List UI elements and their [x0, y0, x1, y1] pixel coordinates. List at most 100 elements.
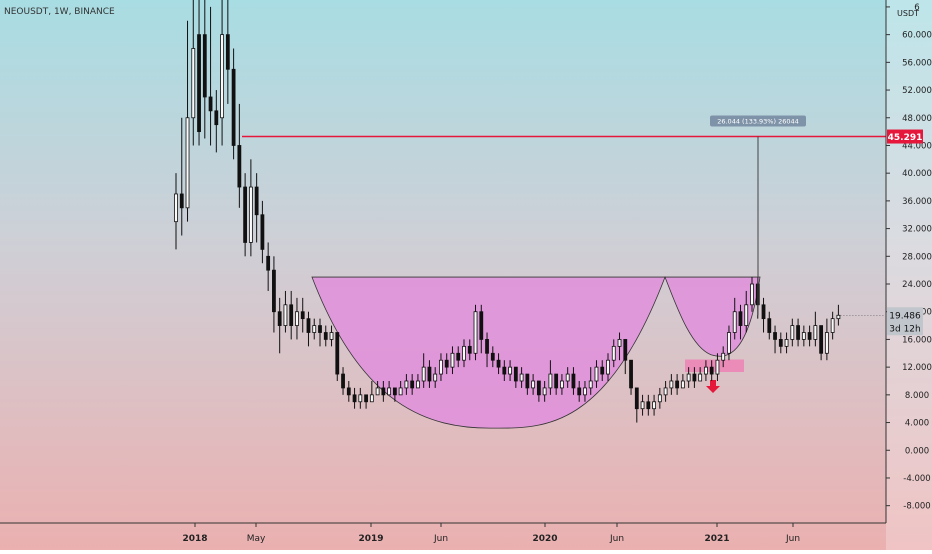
candle [531, 374, 536, 395]
candle [669, 374, 674, 395]
candle-body-bullish [784, 339, 789, 347]
candle-body-bullish [295, 311, 299, 326]
candle-body-bearish [485, 339, 489, 354]
candle [404, 374, 409, 395]
candle [272, 256, 276, 333]
candle-body-bullish [416, 380, 420, 389]
candle [617, 332, 622, 361]
candle [611, 339, 616, 368]
candle-body-bullish [698, 373, 703, 382]
candle [329, 325, 334, 347]
candle [485, 332, 489, 368]
candle-body-bullish [560, 380, 564, 389]
candle [738, 304, 743, 340]
candle-body-bearish [502, 366, 507, 375]
y-tick-label: 56.000 [902, 58, 932, 68]
x-tick-label: 2021 [704, 534, 729, 544]
y-tick-label: 52.000 [902, 86, 932, 96]
candle-body-bullish [565, 373, 570, 382]
candle-body-bullish [433, 373, 438, 382]
candle-body-bullish [421, 366, 426, 382]
x-axis[interactable]: 2018 May 2019 Jun 2020 Jun 2021 Jun [0, 522, 886, 544]
candle [208, 6, 213, 146]
candle-body-bullish [611, 345, 616, 361]
candle [387, 380, 392, 396]
candle-body-bearish [364, 394, 368, 403]
candle [214, 90, 219, 153]
candle-body-bullish [836, 314, 841, 320]
candle-body-bearish [807, 332, 812, 340]
candle [375, 380, 380, 396]
candle [289, 290, 294, 340]
candle [634, 387, 639, 423]
candle-body-bullish [358, 394, 363, 403]
candle [473, 304, 478, 361]
candle-body-bullish [721, 352, 726, 361]
y-axis-panel [886, 0, 932, 550]
candle-body-bullish [248, 186, 253, 243]
candle [295, 297, 299, 340]
candle-body-bearish [525, 373, 530, 389]
candle-body-bullish [652, 401, 656, 410]
candle [335, 332, 340, 381]
candle [836, 304, 841, 326]
candle [300, 297, 305, 333]
candle-body-bearish [577, 387, 582, 396]
candle [266, 242, 271, 291]
candle [185, 20, 190, 222]
candle-body-bearish [819, 325, 824, 354]
candle [197, 0, 201, 146]
candle-body-bullish [686, 373, 691, 382]
candle-body-bearish [646, 401, 651, 410]
candle [830, 311, 835, 340]
candle-body-bearish [634, 387, 639, 410]
candle-body-bullish [220, 34, 224, 119]
candle [698, 367, 703, 382]
candle [744, 290, 749, 333]
candle [761, 297, 766, 333]
candle-body-bullish [750, 283, 754, 306]
candle-body-bullish [669, 380, 674, 389]
candle-body-bullish [548, 373, 553, 389]
candle [790, 318, 795, 347]
candle [502, 360, 507, 381]
candle [686, 367, 691, 388]
candle [588, 367, 593, 395]
candle-body-bearish [456, 352, 461, 361]
candle-body-bearish [289, 304, 294, 326]
candle [721, 346, 726, 368]
candle-body-bullish [439, 359, 443, 375]
candles-layer[interactable] [174, 0, 841, 423]
candle [439, 353, 443, 381]
candle-body-bearish [225, 34, 230, 70]
candle-body-bullish [813, 325, 818, 340]
candle [202, 0, 207, 139]
candle-body-bullish [542, 387, 547, 396]
candle [358, 387, 363, 409]
candle-body-bearish [277, 311, 282, 326]
candle [444, 353, 449, 375]
candle [467, 339, 472, 361]
candle-body-bullish [473, 311, 478, 354]
candle-body-bullish [617, 339, 622, 347]
annotations-layer: 26.044 (133.93%) 26044 [242, 115, 886, 316]
candle [254, 173, 259, 243]
candle [508, 360, 512, 381]
measure-label-bg [710, 115, 806, 127]
candle-body-bearish [773, 332, 777, 340]
candle-body-bullish [830, 318, 835, 333]
y-axis[interactable]: -8.000 -4.000 0.000 4.000 8.000 12.000 16.000 2… [840, 0, 932, 550]
candle [554, 373, 559, 395]
candle [525, 373, 530, 395]
candle [312, 318, 317, 340]
candle-body-bearish [260, 214, 265, 250]
x-tick-label: Jun [433, 534, 448, 544]
handle-shape [664, 276, 761, 357]
candle [813, 311, 818, 347]
candle [680, 374, 685, 389]
candle [807, 325, 812, 347]
candle [174, 173, 178, 250]
candle [640, 394, 645, 416]
current-price-countdown: 3d 12h [889, 324, 920, 334]
